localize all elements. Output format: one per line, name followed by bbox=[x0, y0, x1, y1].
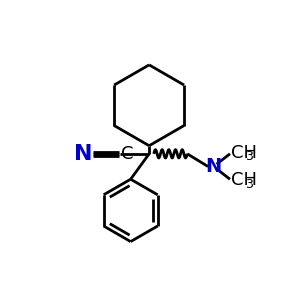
Text: N: N bbox=[206, 157, 222, 176]
Text: CH: CH bbox=[231, 171, 257, 189]
Text: C: C bbox=[121, 145, 134, 163]
Text: 3: 3 bbox=[245, 178, 253, 191]
Text: 3: 3 bbox=[245, 150, 253, 163]
Text: N: N bbox=[74, 144, 92, 164]
Text: CH: CH bbox=[231, 144, 257, 162]
